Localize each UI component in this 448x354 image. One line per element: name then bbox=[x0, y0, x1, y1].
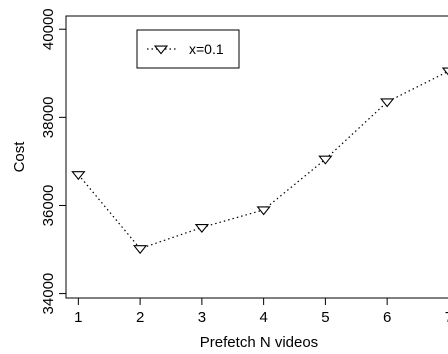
y-tick-label: 40000 bbox=[40, 8, 57, 50]
y-tick-label: 38000 bbox=[40, 96, 57, 138]
legend-label: x=0.1 bbox=[189, 41, 224, 57]
x-tick-label: 3 bbox=[198, 309, 206, 326]
y-axis: 34000 36000 38000 40000 bbox=[40, 8, 66, 314]
legend-marker bbox=[153, 45, 169, 55]
data-point bbox=[256, 206, 271, 216]
x-tick-label: 4 bbox=[259, 309, 267, 326]
data-point bbox=[441, 67, 448, 76]
series-layer bbox=[71, 67, 448, 255]
y-tick-label: 34000 bbox=[40, 273, 57, 315]
x-axis-label: Prefetch N videos bbox=[200, 334, 318, 351]
x-tick-label: 1 bbox=[74, 309, 82, 326]
data-point bbox=[132, 245, 148, 255]
x-tick-label: 7 bbox=[445, 309, 448, 326]
plot-border bbox=[65, 15, 448, 299]
y-tick-label: 36000 bbox=[40, 185, 57, 227]
data-point bbox=[71, 171, 86, 181]
legend: x=0.1 bbox=[136, 29, 240, 69]
data-point bbox=[380, 98, 395, 108]
y-axis-label: Cost bbox=[11, 141, 28, 173]
plot-area bbox=[65, 15, 448, 299]
data-point bbox=[194, 223, 210, 233]
data-point bbox=[318, 155, 333, 165]
x-axis: 1 2 3 4 5 6 7 bbox=[74, 298, 448, 326]
x-tick-label: 6 bbox=[383, 309, 391, 326]
x-tick-label: 2 bbox=[136, 309, 144, 326]
x-tick-label: 5 bbox=[321, 309, 329, 326]
series-line bbox=[77, 70, 448, 250]
legend-box bbox=[136, 29, 240, 69]
